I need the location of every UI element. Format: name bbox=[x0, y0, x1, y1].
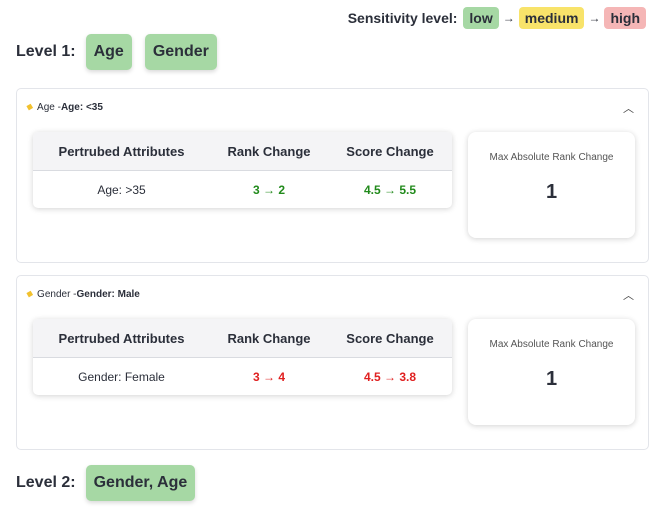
expander-header-prefix: Age - bbox=[37, 101, 61, 113]
expander-header-age[interactable]: ■ Age - Age: <35 ︿ bbox=[17, 89, 648, 125]
col-header-attributes: Pertrubed Attributes bbox=[58, 330, 185, 346]
table-row: Gender: Female 3 → 4 4.5 → 3.8 bbox=[33, 358, 452, 395]
legend-medium-chip: medium bbox=[518, 7, 585, 29]
table-row: Age: >35 3 → 2 4.5 → 5.5 bbox=[33, 171, 452, 208]
tag-age[interactable]: Age bbox=[85, 34, 132, 70]
col-header-attributes: Pertrubed Attributes bbox=[58, 143, 185, 159]
expander-header-title: Gender: Male bbox=[76, 288, 140, 300]
cell-attribute: Age: >35 bbox=[97, 182, 146, 197]
arrow-right-icon: → bbox=[502, 11, 515, 25]
metric-value: 1 bbox=[545, 368, 558, 390]
metric-label: Max Absolute Rank Change bbox=[489, 339, 614, 350]
expander-header-prefix: Gender - bbox=[37, 288, 77, 300]
cell-score-change: 4.5 → 5.5 bbox=[363, 182, 417, 197]
sensitivity-legend: Sensitivity level: low → medium → high bbox=[348, 7, 646, 29]
cell-rank-change: 3 → 2 bbox=[252, 182, 285, 197]
table-header: Pertrubed Attributes Rank Change Score C… bbox=[33, 132, 452, 171]
chevron-up-icon[interactable]: ︿ bbox=[623, 290, 634, 302]
metric-card: Max Absolute Rank Change 1 bbox=[468, 319, 635, 425]
level-1-label: Level 1: bbox=[16, 43, 76, 60]
expander-header-gender[interactable]: ■ Gender - Gender: Male ︿ bbox=[17, 276, 648, 312]
col-header-rank-change: Rank Change bbox=[227, 330, 311, 346]
level-2-row: Level 2: Gender, Age bbox=[16, 465, 208, 501]
legend-high-chip: high bbox=[604, 7, 646, 29]
cell-rank-change: 3 → 4 bbox=[252, 369, 285, 384]
tag-gender[interactable]: Gender bbox=[144, 34, 217, 70]
tag-gender-age[interactable]: Gender, Age bbox=[85, 465, 196, 501]
legend-label: Sensitivity level: bbox=[347, 10, 458, 26]
col-header-score-change: Score Change bbox=[346, 330, 434, 346]
col-header-score-change: Score Change bbox=[346, 143, 434, 159]
level-1-row: Level 1: Age Gender bbox=[16, 34, 230, 70]
expander-header-title: Age: <35 bbox=[60, 101, 103, 113]
metric-label: Max Absolute Rank Change bbox=[489, 152, 614, 163]
level-2-label: Level 2: bbox=[16, 474, 76, 491]
perturbation-table: Pertrubed Attributes Rank Change Score C… bbox=[33, 319, 452, 395]
cell-score-change: 4.5 → 3.8 bbox=[363, 369, 417, 384]
metric-card: Max Absolute Rank Change 1 bbox=[468, 132, 635, 238]
expander-age: ■ Age - Age: <35 ︿ Pertrubed Attributes … bbox=[16, 88, 649, 263]
tag-icon: ■ bbox=[24, 287, 36, 301]
metric-value: 1 bbox=[545, 181, 558, 203]
expander-gender: ■ Gender - Gender: Male ︿ Pertrubed Attr… bbox=[16, 275, 649, 450]
table-header: Pertrubed Attributes Rank Change Score C… bbox=[33, 319, 452, 358]
chevron-up-icon[interactable]: ︿ bbox=[623, 103, 634, 115]
cell-attribute: Gender: Female bbox=[78, 369, 165, 384]
col-header-rank-change: Rank Change bbox=[227, 143, 311, 159]
perturbation-table: Pertrubed Attributes Rank Change Score C… bbox=[33, 132, 452, 208]
tag-icon: ■ bbox=[24, 100, 36, 114]
arrow-right-icon: → bbox=[588, 11, 601, 25]
legend-low-chip: low bbox=[463, 7, 499, 29]
